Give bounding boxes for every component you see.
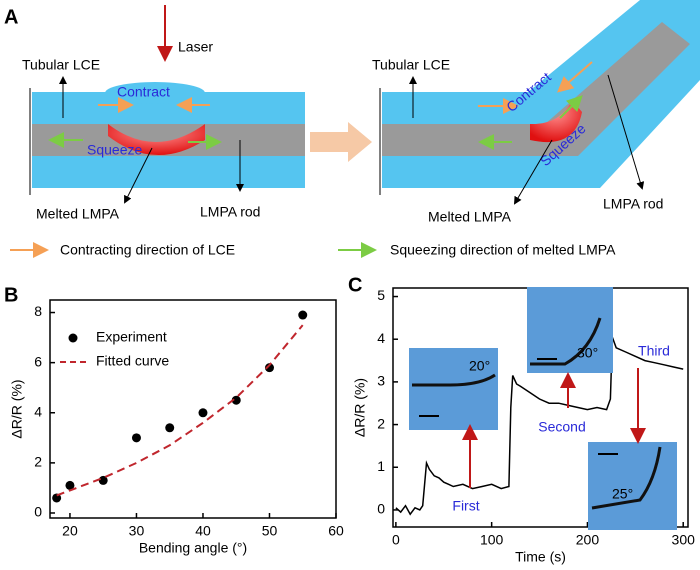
x-tick-label: 200 bbox=[576, 532, 600, 548]
label: Melted LMPA bbox=[428, 209, 512, 225]
label: Melted LMPA bbox=[36, 206, 120, 222]
point bbox=[231, 395, 241, 405]
inset-curve bbox=[530, 317, 602, 366]
point bbox=[298, 310, 308, 320]
fit-line bbox=[56, 324, 304, 497]
label: LMPA rod bbox=[603, 196, 663, 212]
x-tick-label: 40 bbox=[195, 523, 211, 539]
y-axis-label: ΔR/R (%) bbox=[9, 379, 25, 438]
x-tick-label: 100 bbox=[480, 532, 504, 548]
label: Laser bbox=[178, 39, 213, 55]
inset-angle: 30° bbox=[577, 345, 598, 361]
annotation: Second bbox=[538, 419, 585, 435]
plot-frame bbox=[49, 299, 337, 519]
inset-image bbox=[588, 442, 677, 530]
inset-curve bbox=[591, 446, 662, 510]
y-tick-label: 2 bbox=[377, 415, 385, 431]
arrow bbox=[556, 61, 593, 93]
point bbox=[264, 363, 274, 373]
legend-label: Contracting direction of LCE bbox=[60, 242, 235, 258]
y-tick-label: 6 bbox=[34, 353, 42, 369]
transition-arrow bbox=[310, 122, 372, 162]
legend-label: Squeezing direction of melted LMPA bbox=[390, 242, 616, 258]
inset-angle: 25° bbox=[612, 486, 633, 502]
annotation: First bbox=[452, 498, 479, 514]
point bbox=[198, 408, 208, 418]
x-tick-label: 60 bbox=[328, 523, 344, 539]
point bbox=[52, 493, 62, 503]
panel-label: C bbox=[348, 274, 362, 296]
label: Squeeze bbox=[87, 142, 142, 158]
y-tick-label: 4 bbox=[377, 330, 385, 346]
annotation: Third bbox=[638, 343, 670, 359]
melted-region bbox=[108, 124, 205, 156]
label: Tubular LCE bbox=[372, 57, 450, 73]
y-tick-label: 0 bbox=[34, 504, 42, 520]
point bbox=[65, 480, 75, 490]
inset-angle: 20° bbox=[469, 358, 490, 374]
panel-label: A bbox=[4, 6, 18, 28]
y-tick-label: 3 bbox=[377, 373, 385, 389]
pointer bbox=[513, 139, 553, 205]
label: Contract bbox=[117, 84, 170, 100]
x-axis-label: Bending angle (°) bbox=[139, 540, 247, 556]
label: LMPA rod bbox=[200, 204, 260, 220]
panel-a: A Laser Tubular LCE Contract Squeeze Mel… bbox=[4, 0, 700, 258]
panel-label: B bbox=[4, 284, 18, 306]
x-tick-label: 20 bbox=[62, 523, 78, 539]
y-tick-label: 2 bbox=[34, 454, 42, 470]
point bbox=[98, 475, 108, 485]
y-tick-label: 0 bbox=[377, 501, 385, 517]
inset-curve bbox=[412, 373, 496, 387]
pointer bbox=[607, 74, 645, 190]
x-tick-label: 0 bbox=[392, 532, 400, 548]
pointer bbox=[124, 147, 153, 204]
y-tick-label: 1 bbox=[377, 458, 385, 474]
x-tick-label: 30 bbox=[129, 523, 145, 539]
y-tick-label: 5 bbox=[377, 287, 385, 303]
legend-swatch bbox=[68, 333, 78, 343]
x-tick-label: 300 bbox=[672, 532, 696, 548]
y-axis-label: ΔR/R (%) bbox=[352, 378, 368, 437]
x-axis-label: Time (s) bbox=[515, 549, 566, 565]
label: Tubular LCE bbox=[22, 57, 100, 73]
y-tick-label: 8 bbox=[34, 303, 42, 319]
point bbox=[165, 423, 175, 433]
legend-label: Fitted curve bbox=[96, 353, 169, 369]
x-tick-label: 50 bbox=[262, 523, 278, 539]
arrow bbox=[559, 95, 583, 119]
legend-label: Experiment bbox=[96, 329, 167, 345]
data-line bbox=[395, 336, 684, 516]
y-tick-label: 4 bbox=[34, 403, 42, 419]
point bbox=[131, 433, 141, 443]
